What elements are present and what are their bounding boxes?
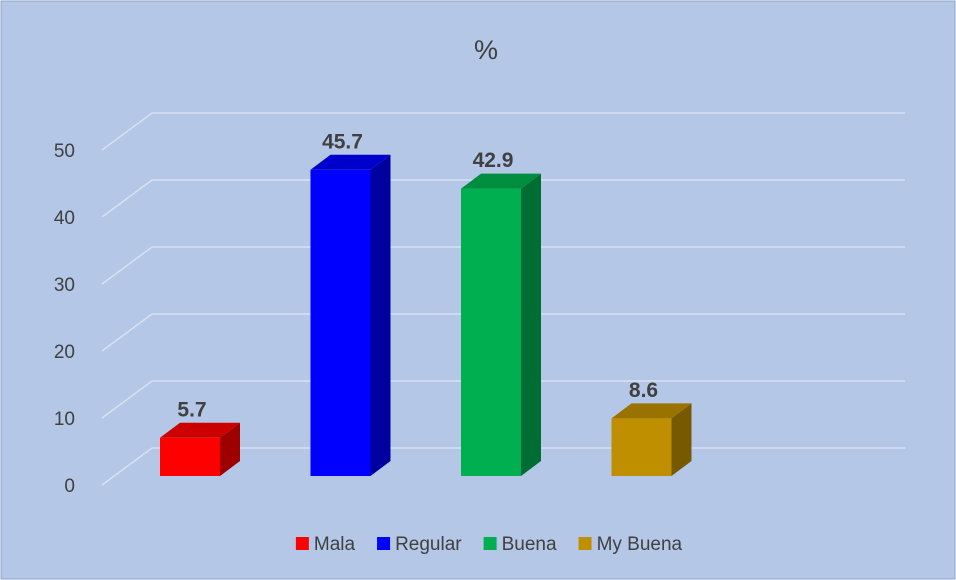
bar-top	[461, 173, 541, 189]
bar	[160, 437, 220, 476]
grid-line-side	[101, 112, 153, 151]
bar-top	[611, 403, 692, 419]
legend-label: Buena	[502, 534, 557, 555]
legend-swatch	[578, 537, 592, 550]
y-tick-label: 50	[54, 141, 75, 162]
grid-line-side	[101, 447, 153, 486]
y-tick-label: 0	[64, 476, 75, 497]
legend-swatch	[483, 537, 497, 550]
bar-side	[220, 422, 240, 476]
bar-side	[370, 154, 391, 476]
bar-top	[310, 154, 391, 170]
legend-label: My Buena	[597, 534, 683, 555]
grid-line-side	[101, 246, 153, 285]
chart-title: %	[474, 35, 498, 65]
bar	[611, 418, 672, 476]
grid-line-side	[101, 313, 153, 352]
grid-line-side	[101, 380, 153, 419]
data-label: 42.9	[473, 149, 514, 172]
data-label: 5.7	[177, 398, 206, 421]
data-label: 45.7	[322, 130, 363, 153]
y-tick-label: 10	[54, 409, 75, 430]
y-tick-label: 20	[54, 342, 75, 363]
legend-label: Mala	[314, 534, 356, 555]
data-label: 8.6	[629, 379, 658, 402]
bar	[461, 188, 521, 476]
bar-side	[671, 403, 692, 476]
bar-top	[160, 422, 240, 438]
y-tick-label: 40	[54, 208, 75, 229]
y-tick-label: 30	[54, 275, 75, 296]
legend-swatch	[377, 537, 391, 550]
bar-side	[521, 173, 541, 476]
bar	[310, 169, 371, 476]
legend-label: Regular	[395, 534, 462, 555]
grid-line-side	[101, 179, 153, 218]
legend-swatch	[295, 537, 309, 550]
